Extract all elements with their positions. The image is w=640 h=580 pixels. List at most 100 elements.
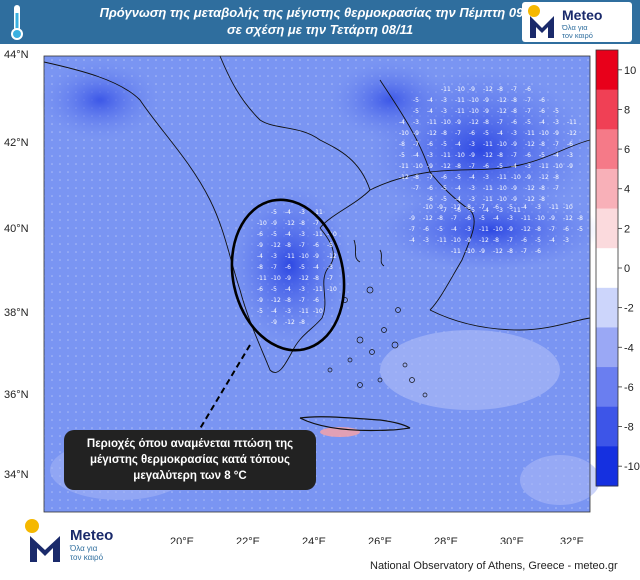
cell-value-label: -6 [525, 86, 531, 93]
cell-value-label: -9 [479, 248, 485, 255]
cell-value-label: -12 [483, 152, 493, 159]
cell-value-label: -9 [271, 220, 277, 227]
callout-pointer [197, 344, 251, 433]
sun-icon [528, 5, 540, 17]
cell-value-label: -3 [285, 308, 291, 315]
cell-value-label: -5 [553, 108, 559, 115]
cell-value-labels: -11 -10 -9 -12 -8 -7 -6 -5 -4 -3 -11 -10 -9 -12 -8 -7 -6… [257, 86, 583, 326]
sea-light-area [380, 330, 560, 410]
cell-value-label: -8 [313, 275, 319, 282]
cell-value-label: -8 [285, 297, 291, 304]
cell-value-label: -4 [285, 231, 291, 238]
logo-tagline-2: τον καιρό [562, 31, 593, 40]
cell-value-label: -4 [271, 308, 277, 315]
cell-value-label: -12 [285, 220, 295, 227]
cell-value-label: -9 [483, 97, 489, 104]
cell-value-label: -7 [271, 264, 277, 271]
cell-value-label: -7 [299, 242, 305, 249]
cell-value-label: -7 [469, 163, 475, 170]
cell-value-label: -8 [577, 215, 583, 222]
cell-value-label: -3 [469, 196, 475, 203]
cell-value-label: -6 [525, 152, 531, 159]
cell-value-label: -8 [553, 174, 559, 181]
cell-value-label: -8 [413, 174, 419, 181]
cell-value-label: -9 [567, 163, 573, 170]
cell-value-label: -11 [427, 119, 437, 126]
cell-value-label: -9 [271, 319, 277, 326]
cell-value-label: -7 [497, 119, 503, 126]
cell-value-label: -5 [507, 204, 513, 211]
cell-value-label: -9 [511, 185, 517, 192]
header-bar: Πρόγνωση της μεταβολής της μέγιστης θερμ… [0, 0, 640, 44]
cell-value-label: -8 [399, 141, 405, 148]
lon-label-32: 32°E [560, 536, 584, 544]
cell-value-label: -9 [427, 163, 433, 170]
lat-label-34: 34°N [4, 469, 29, 481]
cell-value-label: -8 [299, 319, 305, 326]
cell-value-label: -12 [525, 185, 535, 192]
lon-label-30: 30°E [500, 536, 524, 544]
cell-value-label: -10 [497, 185, 507, 192]
cell-value-label: -11 [539, 163, 549, 170]
cell-value-label: -9 [257, 297, 263, 304]
lat-label-42: 42°N [4, 137, 29, 149]
cell-value-label: -6 [521, 237, 527, 244]
cell-value-label: -12 [525, 196, 535, 203]
cell-value-label: -5 [437, 226, 443, 233]
cell-value-label: -5 [455, 174, 461, 181]
cell-value-label: -12 [497, 97, 507, 104]
cell-value-label: -11 [441, 152, 451, 159]
cell-value-label: -10 [539, 130, 549, 137]
lat-label-40: 40°N [4, 223, 29, 235]
cell-value-label: -7 [511, 86, 517, 93]
cell-value-label: -10 [399, 130, 409, 137]
cell-value-label: -10 [413, 163, 423, 170]
cell-value-label: -3 [507, 215, 513, 222]
cell-value-label: -6 [535, 248, 541, 255]
cell-value-label: -7 [511, 152, 517, 159]
cell-value-label: -4 [313, 264, 319, 271]
cell-value-label: -8 [455, 163, 461, 170]
cell-value-label: -10 [511, 174, 521, 181]
cell-value-label: -11 [567, 119, 577, 126]
cell-value-label: -3 [567, 152, 573, 159]
cell-value-label: -6 [441, 174, 447, 181]
cell-value-label: -12 [271, 242, 281, 249]
lat-label-36: 36°N [4, 389, 29, 401]
cell-value-label: -12 [563, 215, 573, 222]
cell-value-label: -10 [469, 97, 479, 104]
cell-value-label: -7 [313, 220, 319, 227]
cell-value-label: -11 [299, 308, 309, 315]
cell-value-label: -4 [451, 226, 457, 233]
cell-value-label: -7 [553, 185, 559, 192]
cell-value-label: -10 [271, 275, 281, 282]
cell-value-label: -6 [469, 130, 475, 137]
cell-value-label: -3 [465, 226, 471, 233]
colorbar-tick-label: 8 [624, 104, 630, 116]
cell-value-label: -9 [553, 130, 559, 137]
cooling-zone-greece [230, 185, 350, 345]
cell-value-label: -7 [525, 108, 531, 115]
cell-value-label: -4 [413, 152, 419, 159]
cell-value-label: -12 [441, 163, 451, 170]
cell-value-label: -9 [465, 237, 471, 244]
coastlines [43, 55, 591, 432]
cell-value-label: -12 [567, 130, 577, 137]
cell-value-label: -4 [497, 130, 503, 137]
colorbar-swatch [596, 168, 618, 210]
cell-value-label: -5 [413, 108, 419, 115]
meteo-m-icon [30, 536, 60, 562]
cell-value-label: -6 [427, 185, 433, 192]
cell-value-label: -12 [479, 237, 489, 244]
cell-value-label: -6 [493, 204, 499, 211]
cell-value-label: -9 [507, 226, 513, 233]
cell-value-label: -5 [299, 264, 305, 271]
cell-value-label: -3 [441, 97, 447, 104]
cell-value-label: -3 [469, 185, 475, 192]
cell-value-label: -3 [535, 204, 541, 211]
cell-value-label: -12 [493, 248, 503, 255]
highlight-ellipse [230, 198, 346, 352]
cell-value-label: -8 [511, 97, 517, 104]
cell-value-label: -12 [427, 130, 437, 137]
cell-value-label: -9 [483, 108, 489, 115]
